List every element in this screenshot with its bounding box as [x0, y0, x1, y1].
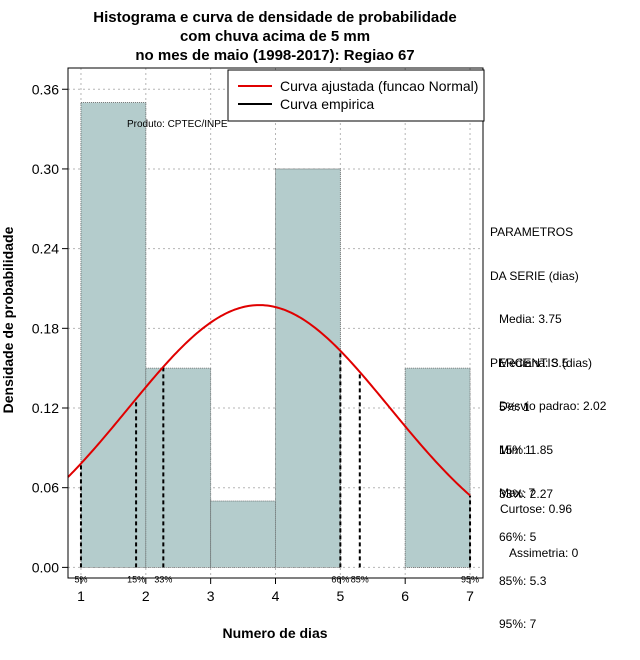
- title-line-2: com chuva acima de 5 mm: [180, 28, 370, 45]
- histogram-bar: [80, 102, 147, 568]
- percentile-95: 95%: 7: [499, 617, 537, 631]
- param-media: Media: 3.75: [499, 312, 562, 326]
- y-axis-label: Densidade de probabilidade: [0, 226, 16, 413]
- y-tick-label: 0.18: [32, 320, 59, 336]
- histogram-bar: [404, 367, 471, 568]
- y-axis: 0.00 0.06 0.12 0.18 0.24 0.30 0.36: [32, 81, 68, 575]
- param-min: Min: 1: [499, 442, 532, 457]
- assimetria: Assimetria: 0: [509, 545, 579, 560]
- legend-label-fitted: Curva ajustada (funcao Normal): [280, 78, 478, 94]
- y-tick-label: 0.30: [32, 161, 59, 177]
- percentile-5: 5%: 1: [499, 399, 530, 414]
- y-tick-label: 0.00: [32, 559, 59, 575]
- x-tick-label: 6: [401, 588, 409, 604]
- percentiles: PERCENTIS (dias) 5%: 1 15%: 1.85 33%: 2.…: [490, 327, 592, 646]
- legend: Curva ajustada (funcao Normal) Curva emp…: [227, 69, 485, 122]
- x-tick-label: 2: [142, 588, 150, 604]
- histogram-bars: [80, 102, 471, 568]
- moments: Curtose: 0.96 Assimetria: 0: [500, 473, 578, 575]
- histogram-bar: [210, 500, 276, 568]
- histogram-bar: [275, 168, 341, 568]
- x-tick-label: 5: [336, 588, 344, 604]
- y-tick-label: 0.24: [32, 241, 59, 257]
- x-tick-label: 1: [77, 588, 85, 604]
- percentis-title: PERCENTIS (dias): [490, 356, 593, 370]
- y-tick-label: 0.06: [32, 480, 59, 496]
- chart-title: Histograma e curva de densidade de proba…: [93, 9, 456, 64]
- fitted-normal-curve: [67, 304, 471, 497]
- x-tick-label: 4: [272, 588, 280, 604]
- params-title-2: DA SERIE (dias): [490, 268, 579, 283]
- x-axis-label: Numero de dias: [222, 625, 327, 641]
- product-annotation: Produto: CPTEC/INPE: [127, 119, 228, 130]
- legend-label-empirical: Curva empirica: [280, 96, 374, 112]
- percentile-33: 33%: 2.27: [499, 486, 554, 501]
- legend-box: [227, 69, 485, 122]
- params-title-1: PARAMETROS: [490, 225, 574, 239]
- percentile-85: 85%: 5.3: [499, 573, 547, 588]
- y-tick-label: 0.36: [32, 81, 59, 97]
- histogram-bar: [145, 367, 212, 568]
- percentile-marker-label: 15%: [127, 574, 145, 584]
- x-tick-label: 3: [207, 588, 215, 604]
- x-tick-label: 7: [466, 588, 474, 604]
- series-parameters: PARAMETROS DA SERIE (dias) Media: 3.75 M…: [490, 196, 606, 515]
- x-axis: 1 2 3 4 5 6 7: [77, 578, 474, 604]
- y-tick-label: 0.12: [32, 400, 59, 416]
- percentile-15: 15%: 1.85: [499, 443, 554, 457]
- percentile-66: 66%: 5: [499, 530, 537, 544]
- param-max: Max: 7: [499, 486, 536, 500]
- percentile-marker-label: 85%: [351, 574, 369, 584]
- title-line-3: no mes de maio (1998-2017): Regiao 67: [135, 47, 414, 64]
- title-line-1: Histograma e curva de densidade de proba…: [93, 9, 456, 26]
- curtose: Curtose: 0.96: [500, 502, 573, 516]
- param-desvio: Desvio padrao: 2.02: [499, 399, 607, 413]
- param-mediana: Mediana: 3.5: [499, 355, 569, 370]
- percentile-marker-label: 33%: [154, 574, 172, 584]
